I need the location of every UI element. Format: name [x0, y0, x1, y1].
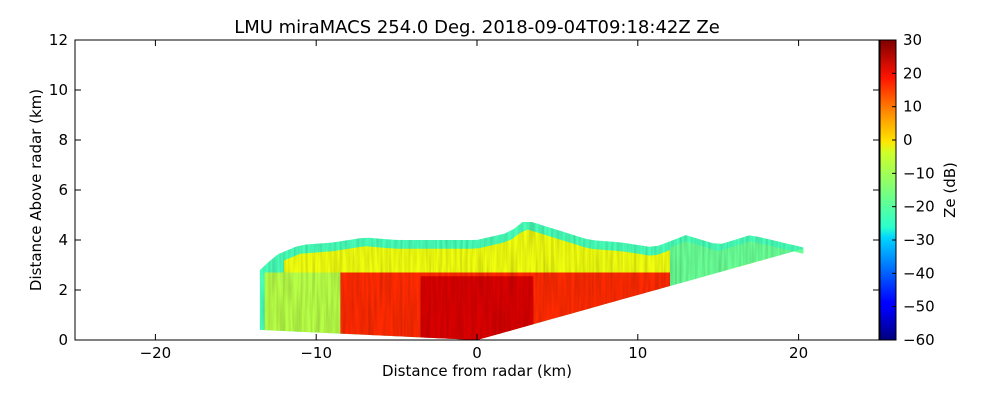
- colorbar-tick-label: 30: [903, 31, 922, 49]
- y-tick-label: 10: [49, 81, 68, 99]
- y-axis-ticks: 0 2 4 6 8 10 12: [49, 31, 879, 349]
- echo-texture: [259, 222, 804, 340]
- colorbar-tick-label: −40: [903, 264, 935, 282]
- y-tick-label: 12: [49, 31, 68, 49]
- colorbar-tick-label: 0: [903, 131, 913, 149]
- x-tick-label: 0: [472, 344, 482, 362]
- x-tick-label: −20: [140, 344, 172, 362]
- x-axis-label: Distance from radar (km): [382, 362, 572, 380]
- y-tick-label: 8: [58, 131, 68, 149]
- x-tick-label: −10: [300, 344, 332, 362]
- colorbar-tick-label: 20: [903, 64, 922, 82]
- colorbar-tick-label: −50: [903, 298, 935, 316]
- colorbar: 30 20 10 0 −10 −20 −30 −40 −50 −60 Ze (dB): [879, 31, 959, 349]
- y-tick-label: 6: [58, 181, 68, 199]
- chart-title: LMU miraMACS 254.0 Deg. 2018-09-04T09:18…: [234, 17, 720, 38]
- y-tick-label: 2: [58, 281, 68, 299]
- colorbar-gradient: [879, 39, 897, 341]
- colorbar-ticks: 30 20 10 0 −10 −20 −30 −40 −50 −60: [892, 31, 935, 349]
- plot-area: −20 −10 0 10 20 0 2 4 6 8 10 12: [49, 31, 880, 362]
- y-tick-label: 4: [58, 231, 68, 249]
- colorbar-tick-label: −10: [903, 164, 935, 182]
- radar-echo: [259, 222, 804, 340]
- colorbar-tick-label: 10: [903, 98, 922, 116]
- y-axis-label: Distance Above radar (km): [27, 89, 45, 291]
- colorbar-label: Ze (dB): [941, 162, 959, 218]
- colorbar-tick-label: −60: [903, 331, 935, 349]
- colorbar-tick-label: −30: [903, 231, 935, 249]
- colorbar-tick-label: −20: [903, 198, 935, 216]
- x-tick-label: 20: [789, 344, 808, 362]
- y-tick-label: 0: [58, 331, 68, 349]
- x-tick-label: 10: [628, 344, 647, 362]
- x-axis-ticks: −20 −10 0 10 20: [140, 40, 808, 362]
